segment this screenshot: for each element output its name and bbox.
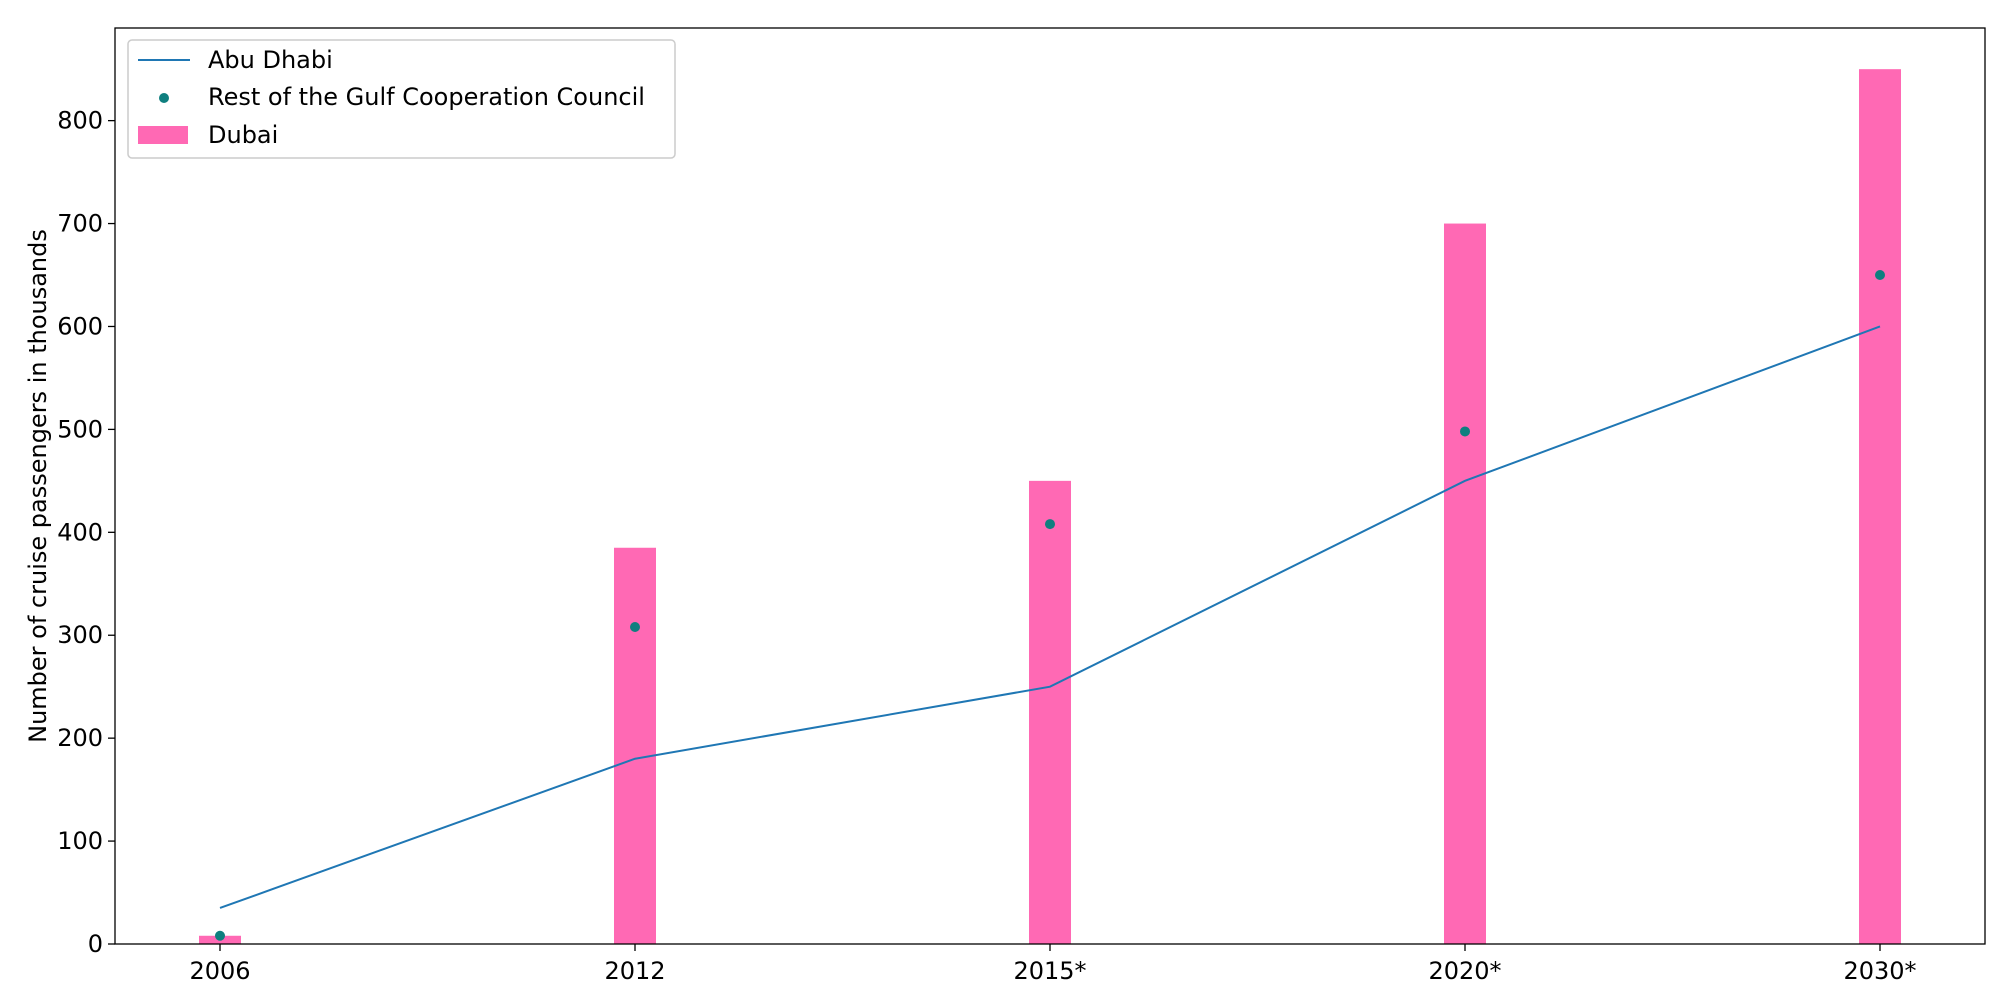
x-axis: 2006 2012 2015* 2020* 2030* [189, 944, 1917, 985]
x-tick-label-2020: 2020* [1428, 957, 1501, 985]
point-rest-of-gcc-2020 [1460, 426, 1470, 437]
y-tick-label-200: 200 [57, 724, 103, 752]
y-axis-label: Number of cruise passengers in thousands [24, 229, 52, 743]
y-tick-label-100: 100 [57, 827, 103, 855]
legend-swatch-dubai [138, 126, 188, 144]
x-tick-label-2012: 2012 [604, 957, 665, 985]
x-tick-label-2015: 2015* [1013, 957, 1086, 985]
y-tick-label-600: 600 [57, 312, 103, 340]
bars-layer [199, 69, 1901, 945]
bar-dubai-2020 [1444, 223, 1486, 945]
y-tick-label-0: 0 [88, 930, 103, 958]
legend-box [127, 39, 676, 159]
bar-dubai-2012 [614, 547, 656, 944]
y-tick-label-500: 500 [57, 415, 103, 443]
line-abu-dhabi [219, 325, 1881, 909]
bar-dubai-2030 [1859, 69, 1901, 945]
point-rest-of-gcc-2006 [215, 930, 225, 941]
y-tick-label-800: 800 [57, 107, 103, 135]
x-tick-label-2006: 2006 [189, 957, 250, 985]
points-layer [215, 270, 1885, 941]
line-layer [219, 325, 1881, 909]
legend-swatch-rest-of-gcc [159, 93, 169, 103]
point-rest-of-gcc-2030 [1875, 270, 1885, 281]
x-tick-label-2030: 2030* [1843, 957, 1916, 985]
bar-dubai-2015 [1029, 480, 1071, 944]
y-axis: 0 100 200 300 400 500 600 700 800 [57, 107, 115, 958]
legend-label-dubai: Dubai [208, 121, 278, 149]
y-tick-label-400: 400 [57, 518, 103, 546]
y-tick-label-700: 700 [57, 210, 103, 238]
y-tick-label-300: 300 [57, 621, 103, 649]
legend-label-abu-dhabi: Abu Dhabi [208, 46, 333, 74]
point-rest-of-gcc-2012 [630, 622, 640, 633]
point-rest-of-gcc-2015 [1045, 519, 1055, 530]
legend: Abu Dhabi Rest of the Gulf Cooperation C… [127, 39, 676, 159]
legend-label-rest-of-gcc: Rest of the Gulf Cooperation Council [208, 83, 645, 111]
